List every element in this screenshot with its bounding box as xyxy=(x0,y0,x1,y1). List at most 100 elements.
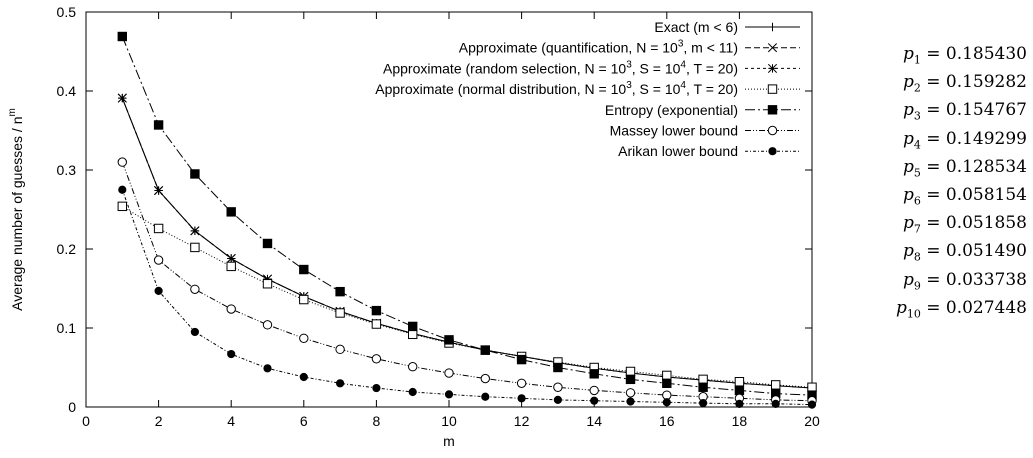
data-point xyxy=(117,31,127,42)
data-point xyxy=(662,370,672,381)
legend-label: Approximate (normal distribution, N = 10… xyxy=(375,80,738,97)
y-tick-label: 0.2 xyxy=(57,241,77,257)
y-axis-label: Average number of guesses / nm xyxy=(7,108,25,311)
y-axis-label-text: Average number of guesses / n xyxy=(9,117,25,311)
parameter-row: p4 = 0.149299 xyxy=(842,125,1027,153)
data-point xyxy=(734,377,745,387)
parameter-value: = 0.185430 xyxy=(920,44,1027,64)
data-point xyxy=(190,242,200,253)
y-tick-label: 0.3 xyxy=(57,162,77,178)
chart: 0 2 4 6 8 10 12 14 16 18 2000.10.20.30.40.5mAverag… xyxy=(7,4,820,449)
x-tick-label: 18 xyxy=(732,413,748,429)
legend-text: Arikan lower bound xyxy=(618,143,738,159)
parameter-symbol: p xyxy=(902,44,914,64)
parameter-index: 7 xyxy=(913,222,921,236)
data-point xyxy=(154,286,163,295)
data-point xyxy=(153,120,164,130)
x-tick-label: 8 xyxy=(373,413,381,429)
y-axis-label-superscript: m xyxy=(7,108,18,116)
data-point xyxy=(768,22,777,32)
y-tick-label: 0.5 xyxy=(57,4,77,20)
parameter-value: = 0.149299 xyxy=(920,128,1027,149)
data-point xyxy=(190,327,199,337)
parameter-value: = 0.154767 xyxy=(920,100,1027,121)
series-1 xyxy=(117,93,454,347)
data-point xyxy=(516,354,527,365)
series-0 xyxy=(118,93,817,393)
data-point xyxy=(226,261,236,272)
parameter-index: 3 xyxy=(913,109,921,123)
legend-label: Approximate (random selection, N = 103, … xyxy=(383,59,738,76)
data-point xyxy=(516,378,527,388)
data-point xyxy=(771,380,781,390)
data-point xyxy=(767,43,778,53)
legend-superscript: 4 xyxy=(680,59,686,70)
legend-superscript: 3 xyxy=(678,39,684,50)
data-point xyxy=(625,388,636,398)
data-point xyxy=(767,125,778,136)
legend-label: Arikan lower bound xyxy=(618,143,738,159)
legend-text: , T = 20) xyxy=(686,60,738,76)
data-point xyxy=(299,372,308,382)
parameter-value: = 0.033738 xyxy=(920,269,1027,290)
parameter-value: = 0.051490 xyxy=(920,241,1027,262)
data-point xyxy=(589,369,599,379)
parameter-index: 8 xyxy=(913,250,921,264)
data-point xyxy=(153,223,164,234)
chart-legend: Exact (m < 6) Approximate (quantification… xyxy=(375,19,800,159)
parameter-row: p5 = 0.128534 xyxy=(842,153,1027,181)
data-point xyxy=(480,345,491,355)
parameter-row: p1 = 0.185430 xyxy=(842,40,1027,68)
parameter-row: p6 = 0.058154 xyxy=(842,181,1027,209)
parameter-row: p9 = 0.033738 xyxy=(842,266,1027,294)
x-tick-label: 12 xyxy=(514,413,530,429)
data-point xyxy=(190,284,200,294)
data-point xyxy=(662,378,672,389)
data-point xyxy=(553,382,563,392)
series-3 xyxy=(117,201,817,392)
data-point xyxy=(336,379,345,388)
legend-text: Approximate (quantification, N = 10 xyxy=(459,40,678,56)
data-point xyxy=(807,382,817,392)
x-axis-label: m xyxy=(443,433,455,449)
y-tick-label: 0.1 xyxy=(57,320,77,336)
data-point xyxy=(767,63,778,73)
parameter-value: = 0.058154 xyxy=(920,184,1027,205)
series-line xyxy=(121,189,813,406)
data-point xyxy=(372,383,381,393)
data-point xyxy=(335,344,345,355)
data-point xyxy=(335,286,345,297)
series-line xyxy=(122,205,813,388)
parameter-index: 5 xyxy=(913,166,921,180)
parameter-value: = 0.027448 xyxy=(920,297,1027,318)
data-point xyxy=(299,294,309,305)
x-tick-label: 0 xyxy=(82,413,90,429)
chart-series xyxy=(117,31,817,409)
data-point xyxy=(335,308,345,318)
parameter-value: = 0.051858 xyxy=(920,213,1027,234)
data-point xyxy=(262,279,273,289)
data-point xyxy=(626,397,635,406)
data-point xyxy=(698,374,708,385)
series-5 xyxy=(117,157,817,406)
parameter-symbol: p xyxy=(902,241,914,262)
data-point xyxy=(590,396,599,405)
series-line xyxy=(121,97,813,389)
data-point xyxy=(118,185,127,194)
legend-text: , m < 11) xyxy=(683,40,738,56)
series-line xyxy=(121,36,813,396)
x-tick-label: 2 xyxy=(155,413,163,429)
series-2 xyxy=(117,93,817,393)
parameter-symbol: p xyxy=(902,128,914,149)
y-tick-label: 0.4 xyxy=(57,83,77,99)
data-point xyxy=(408,387,417,397)
series-line xyxy=(121,161,813,402)
parameter-value: = 0.159282 xyxy=(920,72,1027,93)
data-point xyxy=(117,157,128,167)
x-tick-label: 16 xyxy=(659,413,675,429)
data-point xyxy=(444,368,454,378)
parameter-symbol: p xyxy=(902,269,914,290)
parameter-row: p3 = 0.154767 xyxy=(842,96,1027,124)
data-point xyxy=(734,385,745,396)
legend-superscript: 4 xyxy=(680,80,686,91)
